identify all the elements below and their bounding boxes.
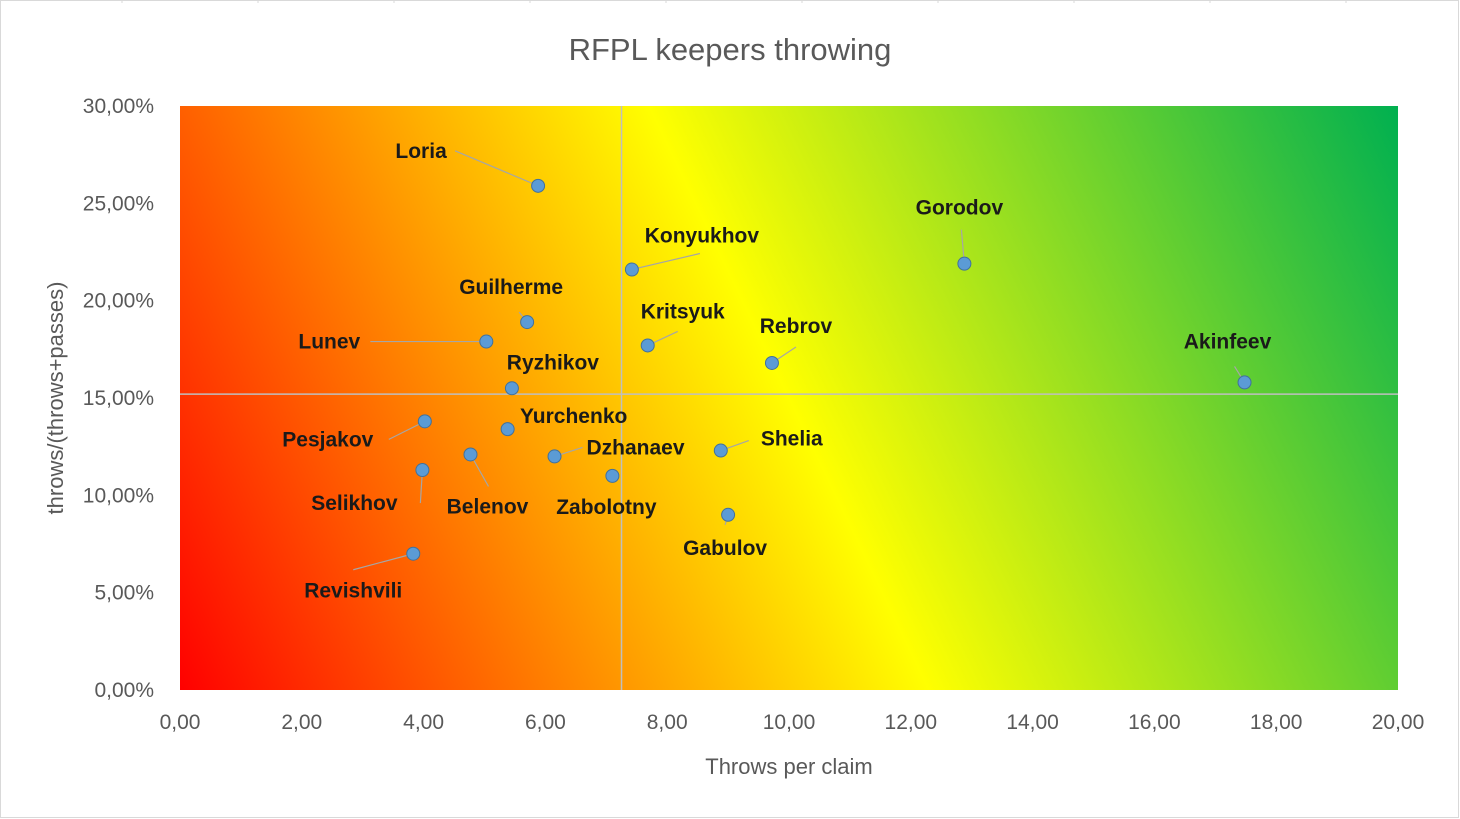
x-tick-label: 12,00 — [885, 711, 938, 734]
data-point[interactable] — [531, 178, 546, 193]
data-point[interactable] — [417, 414, 432, 429]
data-point[interactable] — [463, 447, 478, 462]
x-tick-label: 8,00 — [647, 711, 688, 734]
data-point[interactable] — [605, 468, 620, 483]
y-tick-label: 25,00% — [83, 192, 154, 215]
y-axis-tick-labels: 0,00% 5,00% 10,00% 15,00% 20,00% 25,00% 30,00% — [83, 95, 154, 702]
leader-line — [631, 252, 701, 271]
y-tick-label: 0,00% — [94, 679, 154, 702]
data-point[interactable] — [479, 334, 494, 349]
x-tick-label: 0,00 — [160, 711, 201, 734]
data-label: Gabulov — [683, 537, 767, 560]
leader-line — [454, 150, 539, 187]
x-tick-label: 10,00 — [763, 711, 816, 734]
data-label: Ryzhikov — [507, 351, 600, 374]
y-tick-label: 5,00% — [94, 582, 154, 605]
data-point[interactable] — [547, 449, 562, 464]
data-point[interactable] — [500, 422, 515, 437]
data-label: Yurchenko — [520, 405, 627, 428]
x-tick-label: 16,00 — [1128, 711, 1181, 734]
data-label: Dzhanaev — [587, 436, 685, 459]
data-point[interactable] — [957, 256, 972, 271]
data-label: Revishvili — [304, 580, 402, 603]
plot-area — [180, 106, 1398, 690]
data-labels: Loria Gorodov Konyukhov Guilherme Lunev Krits… — [282, 140, 1271, 603]
x-tick-label: 2,00 — [281, 711, 322, 734]
data-label: Selikhov — [311, 492, 398, 515]
data-points — [406, 178, 1252, 561]
data-point[interactable] — [624, 262, 639, 277]
x-axis-label: Throws per claim — [705, 754, 872, 779]
data-label: Zabolotny — [556, 496, 657, 519]
chart-title: RFPL keepers throwing — [569, 32, 892, 67]
y-axis-label: throws/(throws+passes) — [43, 282, 68, 515]
data-label: Gorodov — [916, 197, 1004, 220]
data-point[interactable] — [640, 338, 655, 353]
data-point[interactable] — [1237, 375, 1252, 390]
data-label: Pesjakov — [282, 428, 373, 451]
x-tick-label: 4,00 — [403, 711, 444, 734]
data-label: Akinfeev — [1184, 330, 1272, 353]
y-tick-label: 10,00% — [83, 484, 154, 507]
data-point[interactable] — [721, 507, 736, 522]
x-axis-tick-labels: 0,00 2,00 4,00 6,00 8,00 10,00 12,00 14,00 16,00… — [160, 711, 1425, 734]
x-tick-label: 14,00 — [1006, 711, 1059, 734]
data-label: Loria — [395, 140, 447, 163]
data-label: Rebrov — [760, 315, 833, 338]
data-point[interactable] — [713, 443, 728, 458]
data-point[interactable] — [504, 381, 519, 396]
data-point[interactable] — [764, 355, 779, 370]
x-tick-label: 18,00 — [1250, 711, 1303, 734]
data-label: Konyukhov — [645, 225, 760, 248]
x-tick-label: 6,00 — [525, 711, 566, 734]
data-label: Belenov — [447, 495, 529, 518]
data-label: Kritsyuk — [641, 300, 725, 323]
data-point[interactable] — [406, 546, 421, 561]
x-tick-label: 20,00 — [1372, 711, 1425, 734]
y-tick-label: 30,00% — [83, 95, 154, 118]
data-label: Lunev — [298, 331, 360, 354]
data-label: Guilherme — [459, 276, 563, 299]
data-point[interactable] — [415, 463, 430, 478]
data-label: Shelia — [761, 428, 823, 451]
leader-line — [353, 553, 414, 571]
y-tick-label: 15,00% — [83, 387, 154, 410]
data-point[interactable] — [520, 315, 535, 330]
y-tick-label: 20,00% — [83, 290, 154, 313]
